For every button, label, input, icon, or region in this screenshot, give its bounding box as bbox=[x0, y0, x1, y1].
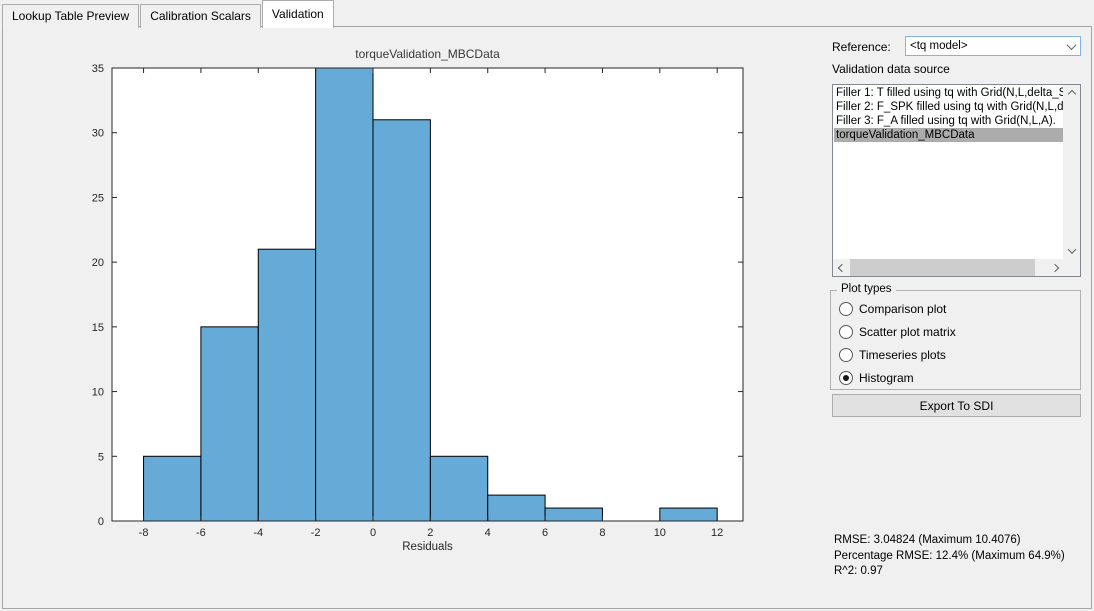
vertical-scrollbar[interactable] bbox=[1063, 85, 1080, 259]
export-to-sdi-button[interactable]: Export To SDI bbox=[832, 394, 1081, 417]
svg-text:5: 5 bbox=[98, 451, 104, 463]
svg-text:12: 12 bbox=[711, 527, 723, 539]
svg-text:25: 25 bbox=[92, 192, 104, 204]
horizontal-scrollbar-thumb[interactable] bbox=[850, 259, 1035, 276]
tab-lookup-table-preview[interactable]: Lookup Table Preview bbox=[2, 4, 140, 28]
svg-text:-6: -6 bbox=[196, 527, 206, 539]
svg-text:8: 8 bbox=[599, 527, 605, 539]
list-item[interactable]: torqueValidation_MBCData bbox=[834, 128, 1063, 142]
list-item[interactable]: Filler 2: F_SPK filled using tq with Gri… bbox=[836, 101, 1063, 113]
histogram-svg: -8 -6 -4 -2 0 2 4 6 8 10 12 0 5 10 15 20 25 30 35 torqueVal… bbox=[92, 47, 744, 553]
radio-label: Timeseries plots bbox=[859, 348, 946, 362]
svg-text:2: 2 bbox=[427, 527, 433, 539]
radio-timeseries-plots[interactable]: Timeseries plots bbox=[839, 348, 946, 362]
r-squared-text: R^2: 0.97 bbox=[834, 565, 883, 577]
scroll-up-icon[interactable] bbox=[1063, 85, 1080, 102]
scroll-left-icon[interactable] bbox=[833, 259, 850, 276]
radio-histogram[interactable]: Histogram bbox=[839, 371, 914, 385]
radio-icon[interactable] bbox=[839, 325, 853, 339]
plot-types-legend: Plot types bbox=[837, 283, 896, 295]
svg-text:10: 10 bbox=[92, 387, 104, 399]
reference-dropdown-value: <tq model> bbox=[910, 40, 968, 52]
validation-data-source-label: Validation data source bbox=[832, 62, 950, 76]
svg-text:-2: -2 bbox=[311, 527, 321, 539]
svg-text:4: 4 bbox=[485, 527, 491, 539]
svg-text:10: 10 bbox=[654, 527, 666, 539]
scroll-down-icon[interactable] bbox=[1063, 242, 1080, 259]
radio-label: Histogram bbox=[859, 371, 914, 385]
svg-text:6: 6 bbox=[542, 527, 548, 539]
radio-label: Comparison plot bbox=[859, 302, 947, 316]
scrollbar-corner bbox=[1063, 259, 1080, 276]
plot-types-group: Plot types Comparison plot Scatter plot … bbox=[830, 283, 1081, 390]
tab-validation[interactable]: Validation bbox=[261, 0, 334, 28]
validation-stats: RMSE: 3.04824 (Maximum 10.4076) Percenta… bbox=[834, 533, 1065, 580]
svg-text:-8: -8 bbox=[139, 527, 149, 539]
list-item[interactable]: Filler 3: F_A filled using tq with Grid(… bbox=[836, 115, 1056, 127]
histogram-figure: -8 -6 -4 -2 0 2 4 6 8 10 12 0 5 10 15 20 25 30 35 torqueVal… bbox=[8, 32, 820, 602]
tab-bar: Lookup Table Preview Calibration Scalars… bbox=[2, 0, 335, 28]
svg-text:15: 15 bbox=[92, 322, 104, 334]
scroll-right-icon[interactable] bbox=[1046, 259, 1063, 276]
horizontal-scrollbar[interactable] bbox=[833, 259, 1063, 276]
radio-comparison-plot[interactable]: Comparison plot bbox=[839, 302, 946, 316]
radio-icon[interactable] bbox=[839, 371, 853, 385]
svg-text:20: 20 bbox=[92, 257, 104, 269]
svg-text:0: 0 bbox=[370, 527, 376, 539]
radio-label: Scatter plot matrix bbox=[859, 325, 956, 339]
rmse-text: RMSE: 3.04824 (Maximum 10.4076) bbox=[834, 534, 1021, 546]
svg-text:35: 35 bbox=[92, 63, 104, 75]
validation-data-source-listbox[interactable]: Filler 1: T filled using tq with Grid(N,… bbox=[832, 84, 1081, 277]
percentage-rmse-text: Percentage RMSE: 12.4% (Maximum 64.9%) bbox=[834, 549, 1065, 562]
radio-icon[interactable] bbox=[839, 348, 853, 362]
dropdown-chevron-down-icon[interactable] bbox=[1062, 37, 1080, 55]
reference-label: Reference: bbox=[832, 40, 891, 54]
svg-text:-4: -4 bbox=[253, 527, 263, 539]
radio-scatter-plot-matrix[interactable]: Scatter plot matrix bbox=[839, 325, 956, 339]
reference-dropdown[interactable]: <tq model> bbox=[905, 36, 1081, 56]
svg-text:0: 0 bbox=[98, 516, 104, 528]
list-item[interactable]: Filler 1: T filled using tq with Grid(N,… bbox=[836, 87, 1063, 99]
svg-text:30: 30 bbox=[92, 128, 104, 140]
svg-text:torqueValidation_MBCData: torqueValidation_MBCData bbox=[355, 47, 500, 61]
radio-icon[interactable] bbox=[839, 302, 853, 316]
svg-text:Residuals: Residuals bbox=[402, 541, 453, 553]
listbox-rows: Filler 1: T filled using tq with Grid(N,… bbox=[834, 86, 1063, 259]
tab-calibration-scalars[interactable]: Calibration Scalars bbox=[140, 4, 261, 28]
